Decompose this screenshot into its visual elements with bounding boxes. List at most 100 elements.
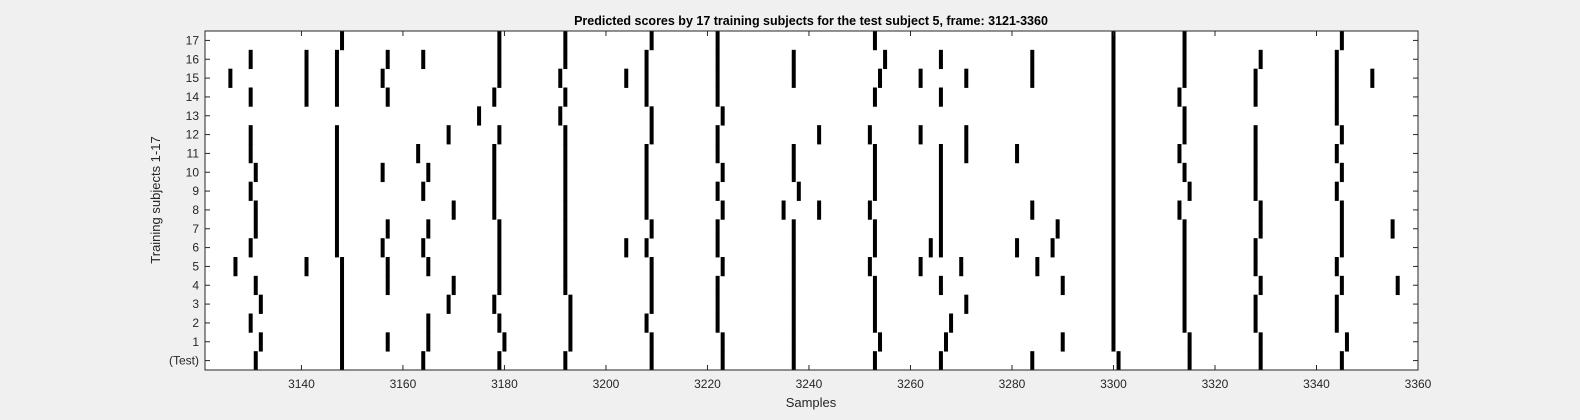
score-mark bbox=[1060, 332, 1065, 352]
score-mark bbox=[253, 200, 258, 220]
score-mark bbox=[878, 68, 883, 88]
marks-layer bbox=[228, 31, 1400, 371]
score-mark bbox=[1339, 200, 1344, 220]
score-mark bbox=[421, 49, 426, 70]
score-mark bbox=[253, 351, 258, 371]
score-mark bbox=[421, 238, 426, 258]
score-mark bbox=[872, 162, 877, 183]
score-mark bbox=[492, 87, 497, 107]
score-mark bbox=[497, 219, 502, 239]
score-mark bbox=[938, 181, 943, 201]
score-mark bbox=[1177, 144, 1182, 164]
y-tick-label: 13 bbox=[186, 109, 200, 123]
score-mark bbox=[791, 257, 796, 277]
score-mark bbox=[938, 162, 943, 183]
score-mark bbox=[720, 200, 725, 220]
score-mark bbox=[1258, 219, 1263, 239]
score-mark bbox=[1111, 332, 1116, 352]
score-mark bbox=[497, 257, 502, 277]
score-mark bbox=[791, 144, 796, 164]
score-mark bbox=[1253, 87, 1258, 107]
score-mark bbox=[258, 332, 263, 352]
plot-frame bbox=[204, 30, 1419, 371]
score-mark bbox=[1050, 238, 1055, 258]
score-mark bbox=[791, 162, 796, 183]
score-mark bbox=[867, 257, 872, 277]
score-mark bbox=[649, 275, 654, 296]
score-mark bbox=[492, 144, 497, 164]
score-mark bbox=[248, 125, 253, 145]
score-mark bbox=[1060, 275, 1065, 296]
score-mark bbox=[497, 125, 502, 145]
score-mark bbox=[720, 332, 725, 352]
score-mark bbox=[1334, 49, 1339, 70]
score-mark bbox=[563, 162, 568, 183]
score-mark bbox=[883, 49, 888, 70]
score-mark bbox=[649, 351, 654, 371]
score-mark bbox=[304, 68, 309, 88]
score-mark bbox=[1187, 351, 1192, 371]
score-mark bbox=[1111, 162, 1116, 183]
score-mark bbox=[791, 351, 796, 371]
score-mark bbox=[334, 87, 339, 107]
score-mark bbox=[563, 144, 568, 164]
score-mark bbox=[568, 313, 573, 333]
score-mark bbox=[233, 257, 238, 277]
score-mark bbox=[1253, 181, 1258, 201]
score-mark bbox=[248, 87, 253, 107]
score-mark bbox=[1258, 200, 1263, 220]
score-mark bbox=[563, 275, 568, 296]
x-tick-label: 3320 bbox=[1202, 377, 1229, 391]
score-mark bbox=[1111, 181, 1116, 201]
score-mark bbox=[715, 275, 720, 296]
score-mark bbox=[1030, 49, 1035, 70]
score-mark bbox=[867, 200, 872, 220]
score-mark bbox=[791, 275, 796, 296]
score-mark bbox=[644, 181, 649, 201]
x-tick-label: 3300 bbox=[1100, 377, 1127, 391]
score-mark bbox=[334, 238, 339, 258]
score-mark bbox=[334, 144, 339, 164]
score-mark bbox=[385, 332, 390, 352]
score-mark bbox=[872, 31, 877, 51]
score-mark bbox=[1253, 125, 1258, 145]
score-mark bbox=[715, 219, 720, 239]
score-mark bbox=[715, 87, 720, 107]
score-mark bbox=[715, 31, 720, 51]
score-mark bbox=[781, 200, 786, 220]
score-mark bbox=[446, 294, 451, 314]
score-mark bbox=[385, 87, 390, 107]
score-mark bbox=[1182, 219, 1187, 239]
score-mark bbox=[949, 313, 954, 333]
y-tick-label: 2 bbox=[192, 316, 199, 330]
score-mark bbox=[1334, 313, 1339, 333]
score-mark bbox=[715, 68, 720, 88]
score-mark bbox=[1182, 313, 1187, 333]
score-mark bbox=[563, 351, 568, 371]
score-mark bbox=[563, 87, 568, 107]
score-mark bbox=[334, 181, 339, 201]
score-mark bbox=[334, 162, 339, 183]
score-mark bbox=[1111, 257, 1116, 277]
score-mark bbox=[1111, 219, 1116, 239]
score-mark bbox=[959, 257, 964, 277]
score-mark bbox=[497, 238, 502, 258]
score-mark bbox=[1187, 181, 1192, 201]
score-mark bbox=[872, 219, 877, 239]
score-mark bbox=[1334, 68, 1339, 88]
score-mark bbox=[497, 351, 502, 371]
score-mark bbox=[1015, 238, 1020, 258]
score-mark bbox=[1111, 238, 1116, 258]
score-mark bbox=[304, 87, 309, 107]
score-mark bbox=[492, 162, 497, 183]
score-mark bbox=[334, 219, 339, 239]
score-mark bbox=[938, 200, 943, 220]
score-mark bbox=[1253, 257, 1258, 277]
score-mark bbox=[1258, 49, 1263, 70]
score-mark bbox=[228, 68, 233, 88]
score-mark bbox=[1111, 144, 1116, 164]
score-mark bbox=[938, 351, 943, 371]
score-mark bbox=[1182, 238, 1187, 258]
